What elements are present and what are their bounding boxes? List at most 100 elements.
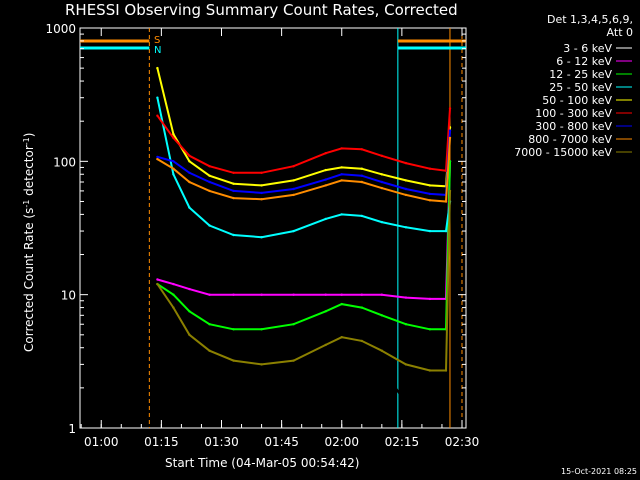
data-point — [404, 323, 408, 326]
data-point — [360, 214, 363, 218]
data-point — [208, 180, 211, 184]
data-point — [380, 220, 383, 224]
data-point — [188, 180, 191, 184]
legend-header-line-2: Att 0 — [607, 26, 633, 39]
data-point — [404, 161, 408, 165]
data-point — [156, 157, 159, 161]
data-point — [448, 129, 452, 132]
data-point — [360, 339, 363, 343]
legend-label: 300 - 800 keV — [535, 120, 612, 133]
data-point — [380, 363, 383, 366]
series-lines — [156, 66, 452, 424]
x-tick-label: 01:45 — [264, 435, 299, 449]
data-point — [360, 167, 363, 170]
legend-label: 50 - 100 keV — [542, 94, 612, 107]
legend-header-line-1: Det 1,3,4,5,6,9, — [547, 13, 633, 26]
data-point — [324, 310, 327, 313]
data-point — [188, 171, 191, 174]
x-axis: 01:00 01:15 01:30 01:45 02:00 02:15 02:30 — [80, 28, 479, 449]
data-point — [232, 189, 235, 193]
data-point — [324, 293, 327, 296]
data-point — [444, 229, 448, 233]
data-point — [324, 184, 327, 187]
data-point — [292, 229, 295, 233]
data-point — [324, 152, 327, 155]
data-point — [156, 278, 159, 281]
data-point — [232, 182, 235, 185]
data-point — [380, 293, 383, 296]
legend-label: 100 - 300 keV — [535, 107, 612, 120]
chart-title: RHESSI Observing Summary Count Rates, Co… — [65, 1, 458, 19]
data-point — [324, 343, 327, 347]
data-point — [428, 229, 432, 233]
data-point — [324, 178, 327, 181]
data-point — [172, 306, 175, 309]
data-point — [404, 226, 408, 229]
y-tick-label: 10 — [61, 289, 76, 303]
data-point — [292, 187, 295, 191]
data-point — [260, 191, 263, 195]
data-point — [404, 187, 408, 191]
data-point — [404, 296, 408, 299]
y-tick-label: 100 — [53, 155, 76, 169]
data-point — [380, 314, 383, 317]
data-point — [208, 323, 211, 326]
data-point — [232, 328, 235, 331]
data-point — [324, 381, 327, 384]
data-point — [260, 293, 263, 296]
data-point — [428, 328, 432, 331]
data-point — [156, 96, 159, 99]
data-point — [444, 369, 448, 372]
data-point — [188, 287, 191, 291]
data-point — [292, 323, 295, 326]
plot-frame — [79, 27, 467, 429]
data-point — [208, 392, 211, 396]
data-point — [172, 323, 175, 326]
data-point — [292, 293, 295, 296]
data-point — [208, 165, 211, 168]
data-point — [260, 421, 263, 424]
data-point — [260, 171, 263, 174]
data-point — [292, 179, 295, 182]
data-point — [360, 293, 363, 296]
data-point — [404, 363, 408, 366]
data-point — [292, 411, 295, 414]
data-point — [188, 363, 191, 366]
data-point — [404, 179, 408, 182]
y-axis: 1 10 100 1000 — [45, 22, 466, 436]
data-point — [232, 171, 235, 174]
data-point — [172, 167, 175, 170]
data-point — [428, 369, 432, 372]
data-point — [156, 114, 159, 117]
legend-label: 800 - 7000 keV — [528, 133, 612, 146]
s-flag-label: S — [154, 35, 160, 46]
y-axis-label-sup2: -1 — [22, 137, 31, 145]
x-tick-label: 02:15 — [385, 435, 420, 449]
data-point — [340, 293, 343, 296]
data-point — [232, 293, 235, 296]
data-point — [404, 403, 408, 406]
data-point — [428, 297, 432, 301]
data-point — [360, 354, 363, 357]
data-point — [260, 236, 263, 239]
x-tick-label: 02:00 — [324, 435, 359, 449]
data-point — [188, 333, 191, 336]
plot-area: 01:00 01:15 01:30 01:45 02:00 02:15 02:30 1101… — [45, 22, 479, 449]
data-point — [292, 165, 295, 168]
data-point — [360, 180, 363, 184]
data-point — [380, 349, 383, 352]
y-tick-label: 1000 — [45, 22, 76, 36]
y-axis-label-end: ) — [22, 133, 36, 138]
data-point — [172, 136, 175, 140]
n-flag-label: N — [154, 45, 161, 56]
data-point — [232, 233, 235, 237]
data-point — [448, 136, 452, 140]
data-point — [156, 282, 159, 286]
y-tick-label: 1 — [68, 422, 76, 436]
data-point — [380, 173, 383, 176]
data-point — [232, 196, 235, 200]
data-point — [156, 155, 159, 159]
